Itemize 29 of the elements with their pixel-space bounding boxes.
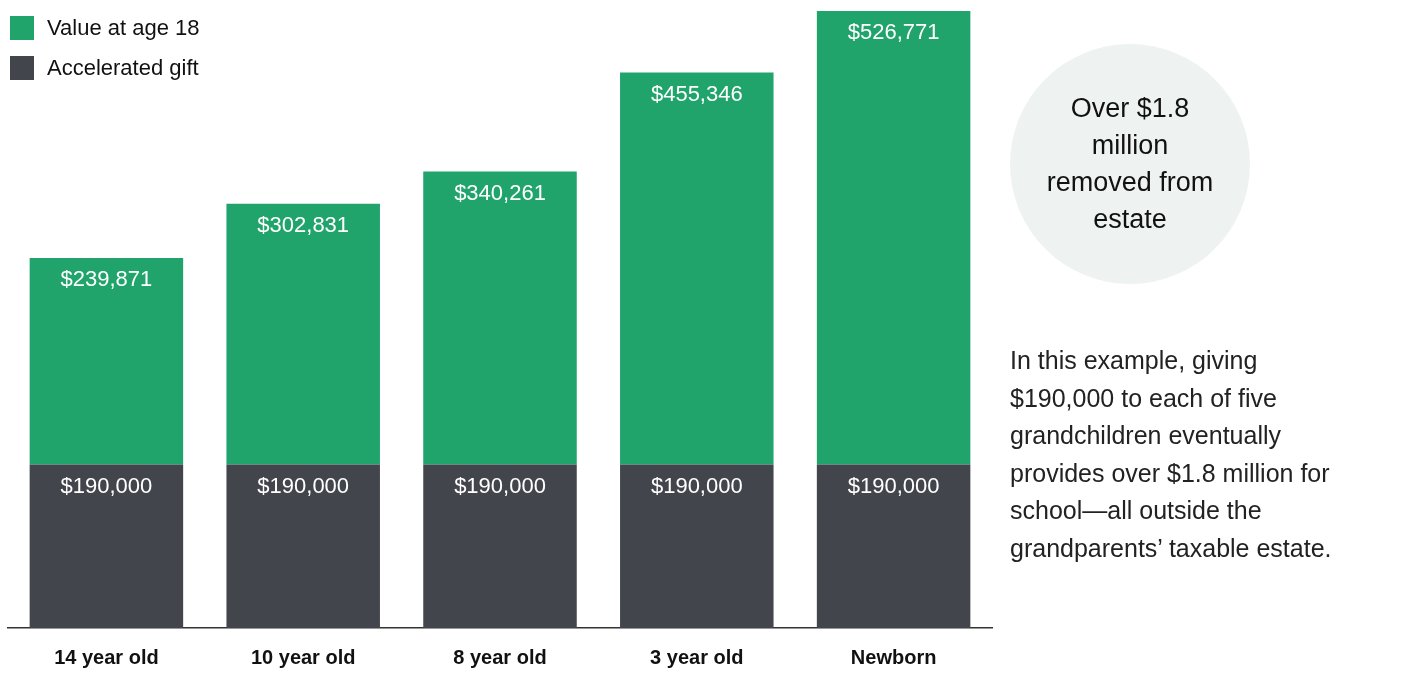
text: In this example, giving $190,000 to each of five grandchildren eventually provides over $1.8 million for school—all outside the grandparents’ taxable estate.: [1010, 345, 1333, 564]
legend-label: Value at age 18: [47, 15, 200, 41]
data-label: $302,831: [257, 211, 350, 237]
data-label: $455,346: [650, 80, 743, 106]
x-tick-label: 8 year old: [453, 645, 547, 668]
bar: [816, 464, 971, 628]
data-label: $190,000: [60, 472, 153, 498]
data-label: $190,000: [454, 472, 546, 498]
x-tick-label: 14 year old: [54, 645, 159, 668]
data-label: $340,261: [454, 179, 546, 205]
data-label: $190,000: [257, 472, 350, 498]
data-label: $190,000: [847, 472, 940, 498]
data-label: $190,000: [650, 472, 743, 498]
bar: [226, 203, 380, 465]
bar: [620, 464, 774, 628]
bar: [29, 464, 184, 628]
bar: [29, 257, 184, 465]
bar: [620, 72, 774, 465]
circle-shape: Over $1.8 million removed from estate: [1010, 44, 1250, 284]
data-label: $526,771: [847, 19, 940, 45]
bar: [423, 464, 577, 628]
bar: [226, 464, 380, 628]
bar: [816, 11, 971, 465]
legend-label: Accelerated gift: [47, 55, 199, 81]
x-tick-label: 10 year old: [250, 645, 356, 668]
bar: [423, 171, 577, 465]
data-label: $239,871: [60, 266, 153, 292]
x-tick-label: 3 year old: [650, 645, 744, 668]
x-tick-label: Newborn: [850, 645, 937, 668]
